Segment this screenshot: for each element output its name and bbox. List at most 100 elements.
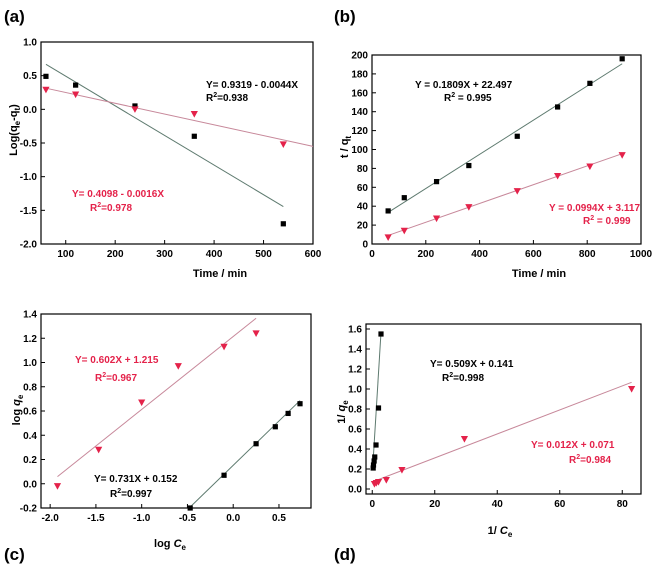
fit-line-red-c bbox=[57, 317, 257, 477]
y-tick-label-a: -1.0 bbox=[20, 172, 38, 183]
data-point-triangle-red-a bbox=[190, 111, 198, 118]
data-point-triangle-red-b bbox=[586, 163, 594, 171]
y-tick-label-d: 0.0 bbox=[348, 485, 362, 496]
x-tick-label-c: -1.0 bbox=[133, 513, 151, 524]
data-point-triangle-red-c bbox=[174, 363, 182, 370]
data-point-square-black-b bbox=[619, 56, 625, 62]
x-axis-label-a: Time / min bbox=[193, 268, 247, 280]
y-axis-label-c: log qe bbox=[11, 394, 25, 425]
x-tick-label-c: 0.5 bbox=[272, 513, 286, 524]
y-tick-label-a: 0.5 bbox=[23, 71, 37, 82]
y-tick-label-b: 0 bbox=[362, 240, 368, 251]
fit-equation-black-d: Y= 0.509X + 0.141 R2=0.998 bbox=[430, 359, 516, 384]
x-tick-label-b: 0 bbox=[369, 249, 375, 260]
y-tick-label-c: 1.0 bbox=[23, 358, 37, 369]
y-axis-label-d: 1/ qe bbox=[336, 400, 350, 424]
plot-area-c: -2.0 -1.5 -1.0 -0.5 0.0 0.5 -0.2 0.0 0.2 0.4 0.6 0.… bbox=[20, 310, 312, 524]
y-tick-label-c: 0.8 bbox=[23, 382, 37, 393]
data-point-triangle-red-a bbox=[72, 91, 80, 99]
y-tick-label-d: 0.6 bbox=[348, 425, 362, 436]
data-point-square-black-d bbox=[370, 462, 377, 468]
y-tick-label-d: 0.4 bbox=[348, 445, 362, 456]
y-tick-label-a: 0.0 bbox=[23, 105, 37, 116]
fit-equation-black-b: Y = 0.1809X + 22.497 R2 = 0.995 bbox=[415, 80, 515, 104]
panel-label-b: (b) bbox=[334, 7, 356, 26]
plot-area-d: 0 20 40 60 80 0.0 0.2 0.4 0.6 0.8 1.0 1.2 1.4 1.6 bbox=[348, 323, 642, 510]
data-point-triangle-red-c bbox=[95, 446, 103, 454]
y-tick-label-d: 0.2 bbox=[348, 465, 362, 476]
data-point-square-black-d bbox=[378, 331, 384, 337]
x-tick-label-d: 20 bbox=[429, 499, 441, 510]
data-point-triangle-red-a bbox=[279, 141, 287, 148]
data-point-square-black-d bbox=[370, 465, 376, 471]
data-point-square-black-a bbox=[132, 103, 138, 109]
fit-equation-red-b: Y = 0.0994X + 3.117 R2 = 0.999 bbox=[549, 203, 643, 227]
fit-line-red-a bbox=[45, 87, 314, 147]
data-point-triangle-red-b bbox=[554, 172, 562, 180]
data-point-square-black-a bbox=[280, 221, 286, 227]
x-tick-label-b: 600 bbox=[525, 249, 542, 260]
data-point-triangle-red-b bbox=[465, 204, 473, 211]
data-point-triangle-red-c bbox=[53, 483, 62, 490]
data-point-triangle-red-c bbox=[252, 330, 260, 337]
x-tick-label-b: 400 bbox=[471, 249, 488, 260]
data-point-triangle-red-d bbox=[628, 386, 636, 393]
x-axis-label-c: log Ce bbox=[154, 538, 187, 552]
data-point-square-black-c bbox=[297, 401, 303, 407]
x-tick-label-b: 1000 bbox=[630, 249, 653, 260]
data-point-square-black-c bbox=[187, 505, 193, 511]
data-point-square-black-b bbox=[433, 179, 440, 185]
y-tick-label-c: 1.4 bbox=[23, 310, 37, 321]
fit-line-black-b bbox=[387, 63, 623, 213]
chart-panel-a: (a) 100 200 300 400 500 600 -2.0 -1.5 -1.0 -0.5 0.… bbox=[4, 7, 322, 280]
x-tick-label-b: 200 bbox=[417, 249, 434, 260]
y-tick-label-b: 40 bbox=[357, 202, 369, 213]
y-tick-label-d: 1.4 bbox=[348, 345, 362, 356]
x-tick-label-d: 0 bbox=[369, 499, 375, 510]
chart-panel-d: (d) 0 20 40 60 80 0.0 0.2 0.4 0.6 0.8 1.0 1.2 1.4 1.6… bbox=[334, 323, 642, 564]
y-tick-label-a: -2.0 bbox=[20, 240, 38, 251]
data-point-square-black-a bbox=[43, 73, 49, 79]
x-axis-label-b: Time / min bbox=[512, 268, 566, 280]
y-tick-label-d: 1.0 bbox=[348, 385, 362, 396]
y-tick-label-d: 1.2 bbox=[348, 365, 362, 376]
y-tick-label-b: 140 bbox=[351, 107, 368, 118]
y-tick-label-b: 160 bbox=[351, 88, 368, 99]
data-point-square-black-d bbox=[373, 442, 379, 448]
x-tick-label-c: -2.0 bbox=[42, 513, 60, 524]
panel-label-d: (d) bbox=[334, 545, 356, 564]
panel-label-c: (c) bbox=[4, 545, 25, 564]
y-tick-label-b: 60 bbox=[357, 183, 369, 194]
fit-equation-black-a: Y= 0.9319 - 0.0044X R2=0.938 bbox=[206, 80, 301, 104]
data-point-triangle-red-b bbox=[384, 234, 392, 241]
x-tick-label-d: 60 bbox=[554, 499, 566, 510]
y-tick-label-a: -0.5 bbox=[20, 139, 38, 150]
y-tick-label-c: -0.2 bbox=[20, 504, 38, 515]
panel-label-a: (a) bbox=[4, 7, 25, 26]
fit-equation-black-c: Y= 0.731X + 0.152 R2=0.997 bbox=[94, 474, 180, 500]
y-tick-label-c: 1.2 bbox=[23, 334, 37, 345]
y-tick-label-c: 0.6 bbox=[23, 407, 37, 418]
data-point-triangle-red-d bbox=[398, 467, 406, 474]
data-point-square-black-b bbox=[466, 162, 472, 169]
y-tick-label-c: 0.2 bbox=[23, 455, 37, 466]
data-point-square-black-d bbox=[375, 405, 382, 411]
x-tick-label-a: 400 bbox=[206, 249, 223, 260]
x-tick-label-c: 0.0 bbox=[226, 513, 240, 524]
data-point-triangle-red-d bbox=[382, 477, 390, 484]
data-point-triangle-red-d bbox=[374, 479, 383, 486]
data-point-square-black-c bbox=[221, 472, 227, 478]
data-point-square-black-a bbox=[191, 133, 197, 139]
data-point-triangle-red-c bbox=[138, 399, 146, 407]
plot-area-a: 100 200 300 400 500 600 -2.0 -1.5 -1.0 -0.5 0.0 0.5… bbox=[20, 38, 322, 261]
data-point-square-black-b bbox=[385, 208, 391, 214]
fit-line-red-d bbox=[374, 381, 632, 482]
x-tick-label-d: 80 bbox=[617, 499, 629, 510]
y-tick-label-b: 180 bbox=[351, 69, 368, 80]
y-tick-label-b: 120 bbox=[351, 126, 368, 137]
x-tick-label-a: 200 bbox=[107, 249, 124, 260]
y-tick-label-d: 1.6 bbox=[348, 325, 362, 336]
y-axis-label-b: t / qt bbox=[339, 136, 353, 159]
y-tick-label-b: 200 bbox=[351, 51, 368, 62]
x-axis-label-d: 1/ Ce bbox=[488, 525, 513, 539]
